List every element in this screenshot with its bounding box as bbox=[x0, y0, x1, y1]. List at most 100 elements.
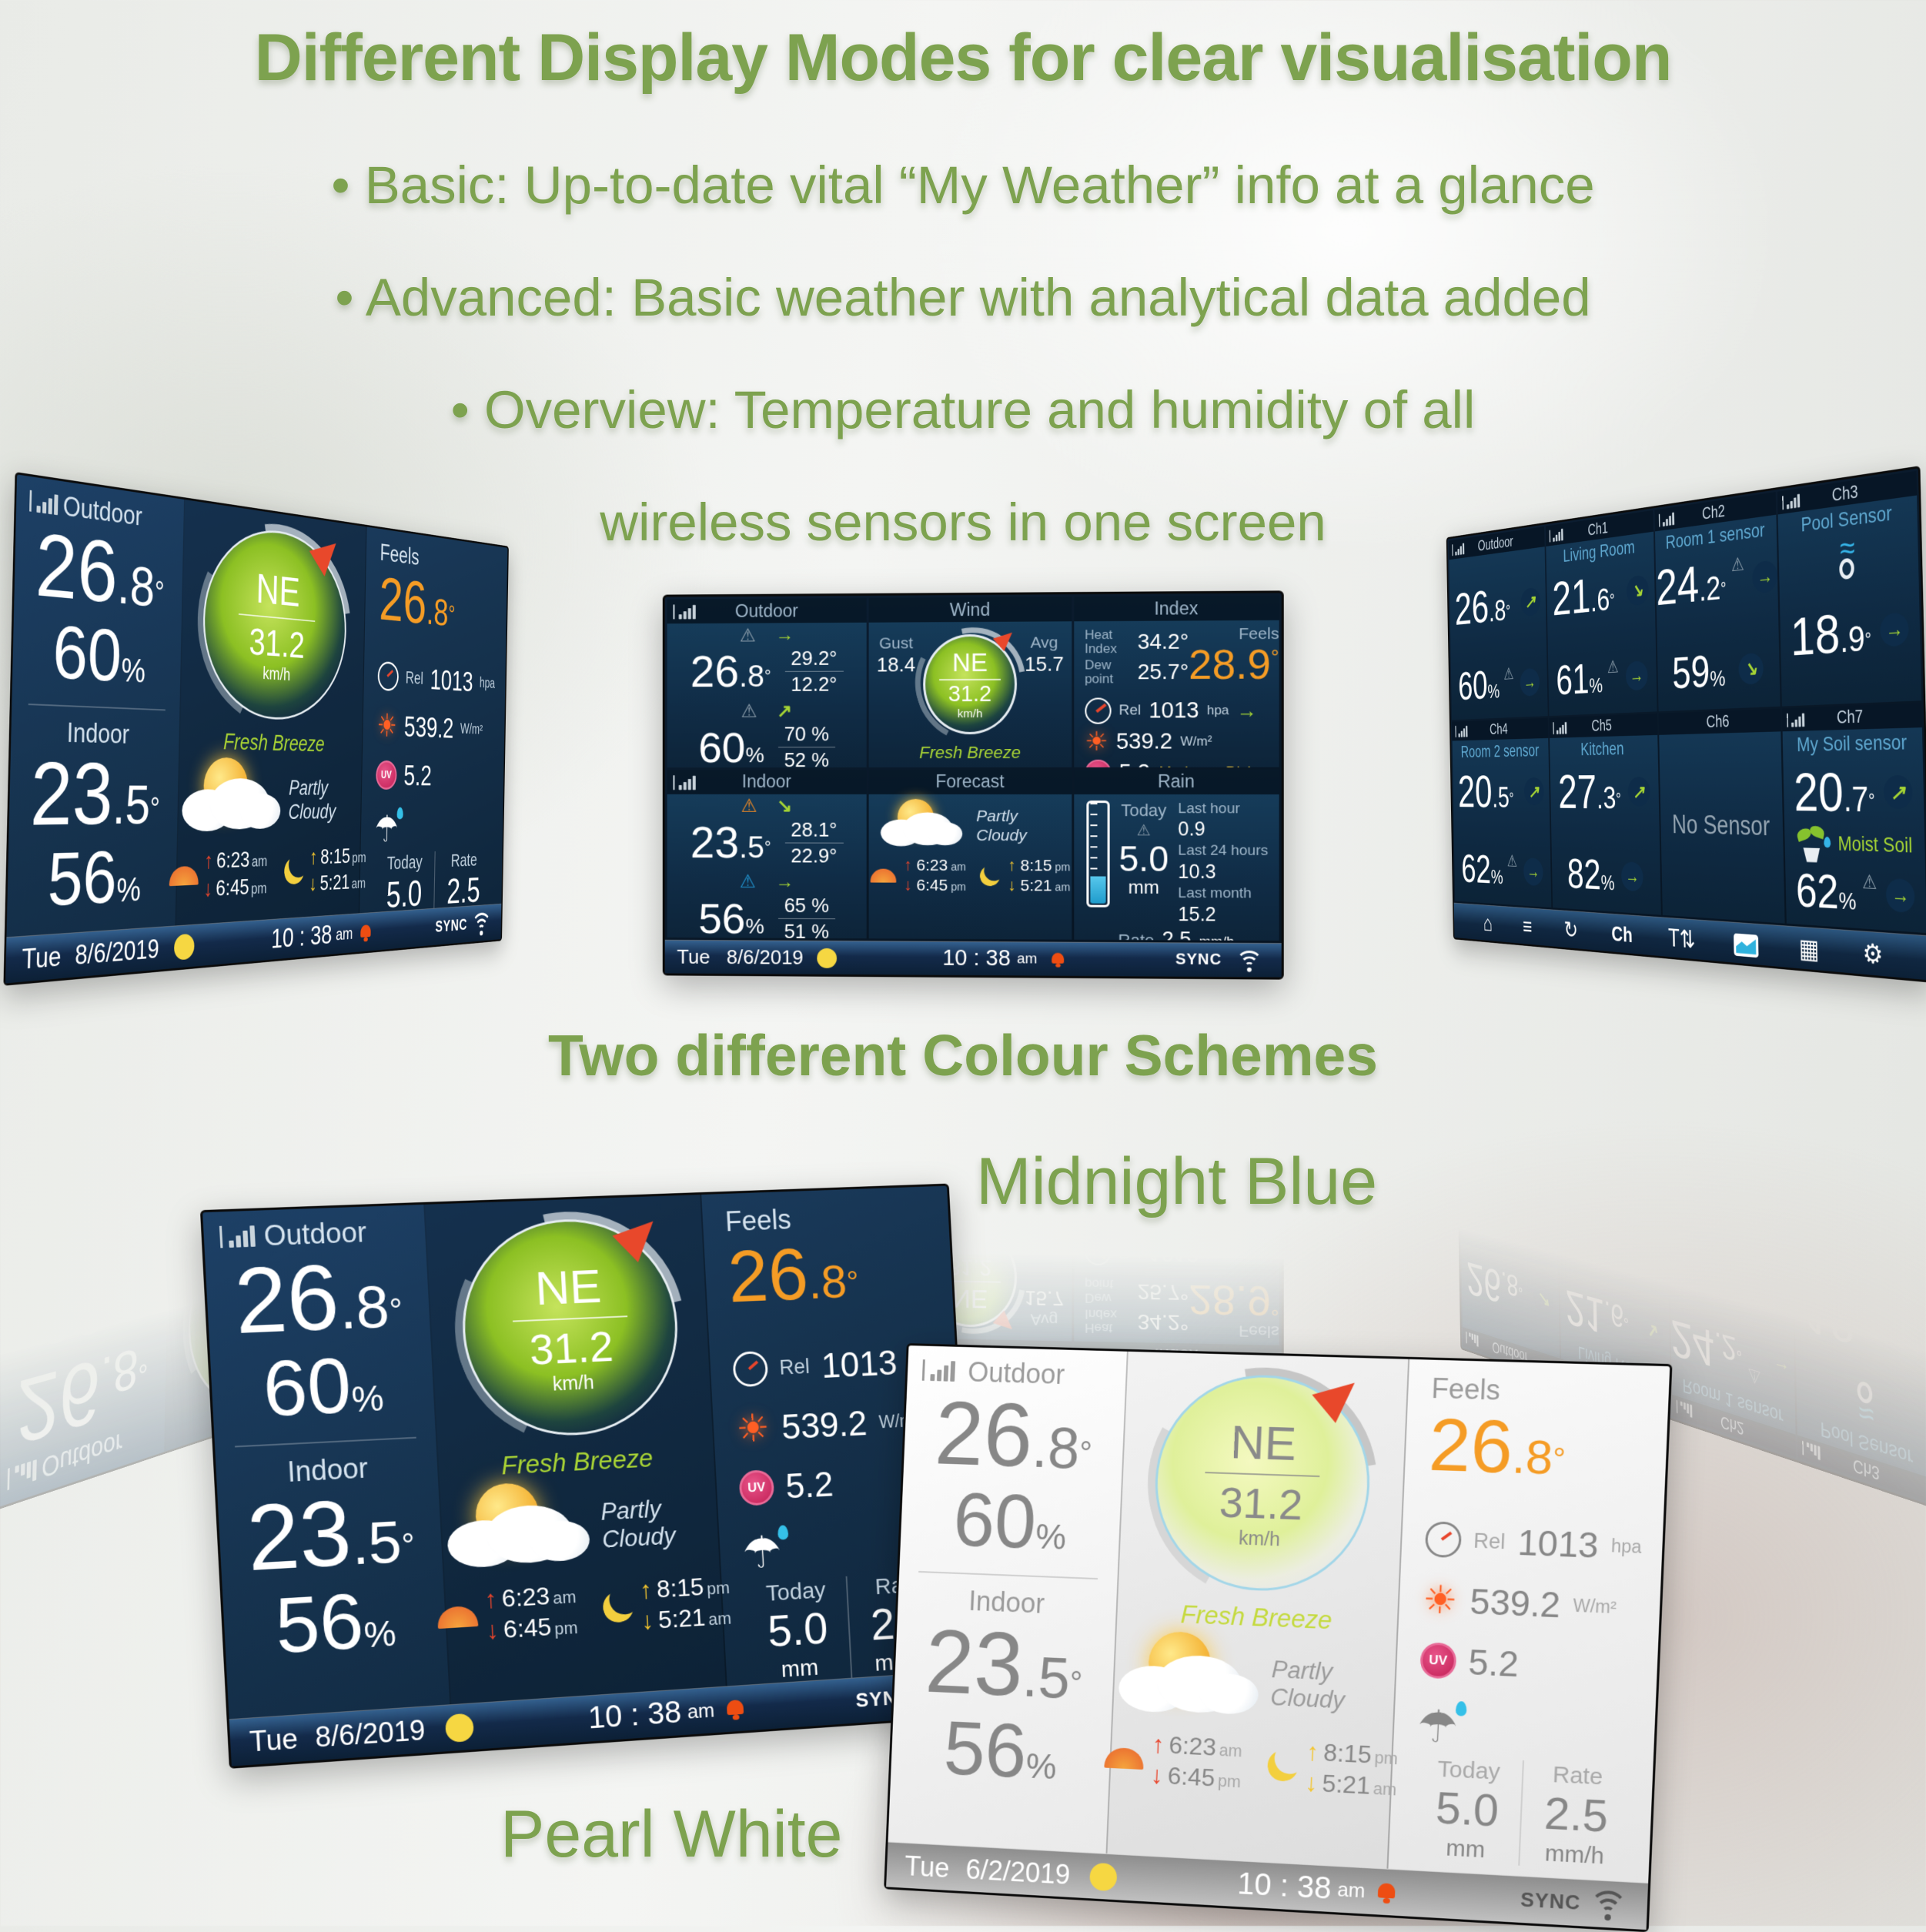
rain-gauge-fill bbox=[1090, 876, 1106, 904]
wind-description: Fresh Breeze bbox=[919, 742, 1022, 762]
advanced-index-tile: Index Heat Index 34.2° Dew point 25.7° Fee… bbox=[1073, 595, 1279, 767]
warning-icon: ⚠ bbox=[1503, 663, 1514, 684]
chart-button[interactable] bbox=[1733, 930, 1759, 958]
indoor-temperature: 23.5° bbox=[29, 744, 161, 845]
forecast-block: Partly Cloudy bbox=[178, 757, 361, 841]
heat-index-row: Heat Index 34.2° bbox=[1085, 627, 1189, 657]
wind-speed: 31.2 bbox=[528, 1321, 615, 1374]
weather-console-basic: Outdoor 26.8° 60% Indoor 23.5° 56% NE bbox=[884, 1343, 1673, 1932]
divider bbox=[378, 641, 476, 650]
wind-average: Avg 15.7 bbox=[1025, 633, 1064, 676]
uv-index-icon: UV bbox=[375, 760, 397, 790]
warning-icon: ⚠ bbox=[739, 871, 756, 892]
wifi-sync-icon bbox=[471, 911, 492, 942]
solar-row: ☀ 539.2 W/m² bbox=[1421, 1577, 1617, 1626]
trend-circle: → bbox=[1751, 559, 1778, 593]
trend-circle: → bbox=[1885, 877, 1915, 914]
pressure-gauge-icon bbox=[1085, 697, 1112, 725]
trend-arrow: ↘ bbox=[777, 795, 793, 817]
sensor-tile-ch7: Ch7 My Soil sensor 20.7° ↗ Moist Soil 62… bbox=[1782, 702, 1926, 934]
outdoor-humidity: 60% bbox=[698, 723, 764, 767]
home-button[interactable]: ⌂ bbox=[1483, 910, 1493, 936]
trend-circle: → bbox=[1520, 667, 1540, 697]
indoor-temperature: 23.5° bbox=[244, 1481, 416, 1591]
bullet-overview: • Overview: Temperature and humidity of … bbox=[450, 380, 1476, 440]
weekday: Tue bbox=[249, 1722, 299, 1758]
rain-section: ☂ bbox=[1416, 1700, 1634, 1760]
console-date: 8/6/2019 bbox=[74, 933, 160, 971]
log-button[interactable]: ≡ bbox=[1522, 912, 1533, 940]
sunrise-icon bbox=[1104, 1746, 1145, 1770]
tile-humidity: 62% bbox=[1795, 864, 1857, 919]
no-sensor-text: No Sensor bbox=[1671, 810, 1771, 842]
feels-temperature: 26.8° bbox=[378, 564, 456, 637]
sensor-tile-ch4: Ch4 Room 2 sensor 20.5° ↗ 62% ⚠ → bbox=[1452, 717, 1552, 908]
moon-phase-icon bbox=[817, 948, 838, 968]
tile-humidity: 82% bbox=[1567, 850, 1615, 899]
moonrise-time: ↑8:15pm bbox=[309, 844, 366, 869]
divider bbox=[1426, 1497, 1604, 1504]
console-date: 8/6/2019 bbox=[726, 945, 804, 969]
bullet-basic: • Basic: Up-to-date vital “My Weather” i… bbox=[331, 155, 1595, 215]
trend-circle: → bbox=[1625, 660, 1648, 691]
outdoor-hum-hi-lo: 70 % 52 % bbox=[777, 721, 835, 767]
tile-humidity: 61% bbox=[1555, 654, 1603, 704]
refresh-button[interactable]: ↻ bbox=[1563, 915, 1579, 944]
divider bbox=[731, 1322, 899, 1330]
trend-circle: ↘ bbox=[1737, 652, 1764, 685]
weather-console-advanced: Outdoor ⚠ → 26.8° 29.2° 12.2° ⚠ ↗ 60% 70 % 5… bbox=[662, 590, 1284, 980]
tile-temperature: 27.3° bbox=[1557, 764, 1622, 819]
tile-temperature: 21.6° bbox=[1551, 568, 1615, 626]
feels-temperature: Feels 28.9° bbox=[1189, 624, 1279, 689]
table-button[interactable]: ▦ bbox=[1798, 932, 1820, 964]
pressure-row: Rel 1013 hpa → bbox=[1085, 697, 1268, 725]
forecast-block: Partly Cloudy bbox=[440, 1477, 719, 1579]
wind-compass: NE 31.2 km/h bbox=[1102, 1345, 1424, 1645]
forecast-text: Partly Cloudy bbox=[288, 776, 336, 824]
temperature-column: Outdoor 26.8° 60% Indoor 23.5° 56% bbox=[202, 1204, 452, 1720]
sensor-tile-ch5: Ch5 Kitchen 27.3° ↗ 82% → bbox=[1549, 713, 1661, 915]
trend-arrow: → bbox=[775, 871, 794, 892]
wind-direction: NE bbox=[533, 1259, 603, 1315]
wifi-sync-icon bbox=[1588, 1889, 1629, 1930]
trend-circle: → bbox=[1879, 611, 1909, 647]
bullet-advanced: • Advanced: Basic weather with analytica… bbox=[335, 268, 1591, 327]
moonrise-icon bbox=[1264, 1747, 1301, 1784]
settings-button[interactable]: ⚙ bbox=[1862, 937, 1884, 970]
advanced-forecast-tile: Forecast Partly Cloudy ↑ 6:23 am ↓ 6:45 pm ↑… bbox=[868, 769, 1072, 940]
umbrella-icon: ☂ bbox=[1416, 1700, 1460, 1753]
rain-section: ☂ bbox=[374, 807, 493, 851]
clock-time: 10 : 38 bbox=[1236, 1867, 1332, 1906]
sunset-time: ↓6:45pm bbox=[203, 874, 267, 901]
divider bbox=[235, 1436, 416, 1448]
scheme-label-midnight-blue: Midnight Blue bbox=[976, 1145, 1378, 1218]
outdoor-temp-hi-lo: 29.2° 12.2° bbox=[784, 645, 844, 697]
signal-strength-icon bbox=[673, 774, 696, 790]
tile-temperature: 18.9° bbox=[1790, 603, 1872, 667]
tile-title: Indoor bbox=[741, 771, 792, 791]
trend-circle: ↘ bbox=[1626, 574, 1649, 607]
indoor-humidity: 56% bbox=[46, 835, 142, 922]
tile-title: Wind bbox=[949, 599, 991, 620]
solar-row: ☀ 539.2 W/m² bbox=[1085, 727, 1212, 757]
uv-index-icon: UV bbox=[738, 1469, 775, 1506]
temp-updown-button[interactable]: T⇅ bbox=[1667, 923, 1696, 954]
sync-label: SYNC bbox=[435, 914, 468, 936]
channel-button[interactable]: Ch bbox=[1611, 921, 1633, 947]
weather-console-overview: Outdoor 26.8° ↗ 60% ⚠ → Ch1 Living Room … bbox=[1446, 466, 1926, 983]
colour-schemes-heading: Two different Colour Schemes bbox=[548, 1023, 1378, 1088]
signal-strength-icon bbox=[1452, 542, 1465, 556]
wifi-sync-icon bbox=[1236, 950, 1264, 978]
uv-index-icon: UV bbox=[1419, 1642, 1457, 1680]
signal-strength-icon bbox=[1549, 527, 1563, 542]
sync-indicator: SYNC bbox=[435, 911, 492, 942]
rain-gauge bbox=[1086, 800, 1110, 908]
console-date: 6/2/2019 bbox=[965, 1853, 1072, 1890]
indoor-hum-hi-lo: 65 % 51 % bbox=[777, 892, 835, 938]
clock-time: 10 : 38 bbox=[270, 920, 333, 954]
trend-circle: ↗ bbox=[1627, 777, 1650, 807]
warning-icon: ⚠ bbox=[1861, 870, 1878, 894]
